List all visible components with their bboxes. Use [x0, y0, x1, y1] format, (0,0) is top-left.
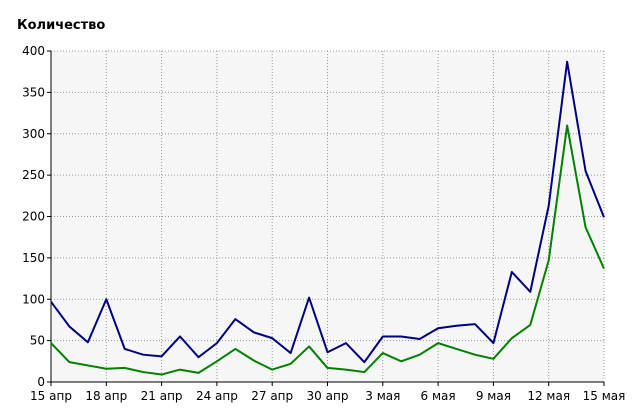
- y-tick-label: 350: [22, 85, 45, 99]
- x-tick-label: 12 мая: [527, 389, 570, 403]
- x-tick-label: 9 мая: [476, 389, 511, 403]
- x-tick-label: 15 апр: [30, 389, 72, 403]
- series-line-1: [50, 60, 605, 364]
- y-tick-label: 150: [22, 251, 45, 265]
- x-tick-label: 3 мая: [365, 389, 400, 403]
- y-tick-label: 0: [37, 375, 45, 389]
- y-tick-label: 250: [22, 168, 45, 182]
- x-tick-label: 30 апр: [307, 389, 349, 403]
- x-tick-label: 24 апр: [196, 389, 238, 403]
- tick-labels: 0 50 100 150 200 250 300 350 400 15 апр 18 апр 21 а…: [22, 44, 625, 403]
- x-tick-label: 15 мая: [583, 389, 626, 403]
- axes: [47, 50, 605, 386]
- series-line-2: [50, 124, 605, 376]
- y-tick-label: 100: [22, 292, 45, 306]
- y-tick-label: 200: [22, 210, 45, 224]
- y-tick-label: 300: [22, 127, 45, 141]
- y-tick-label: 400: [22, 44, 45, 58]
- x-tick-label: 27 апр: [251, 389, 293, 403]
- x-tick-label: 6 мая: [421, 389, 456, 403]
- series-lines: [50, 60, 605, 376]
- x-tick-label: 18 апр: [85, 389, 127, 403]
- y-axis-title: Количество: [17, 18, 106, 33]
- y-tick-label: 50: [30, 334, 45, 348]
- x-tick-label: 21 апр: [141, 389, 183, 403]
